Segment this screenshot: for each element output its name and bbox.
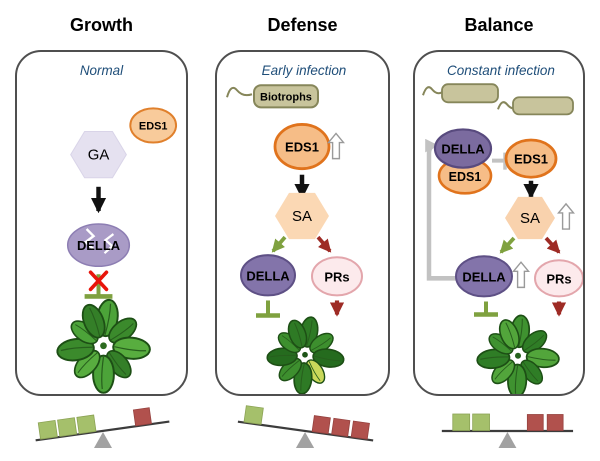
crack-icon <box>103 233 115 255</box>
prs-node: PRs <box>534 259 583 298</box>
prs-label: PRs <box>546 271 571 286</box>
sa-to-della-arrow <box>271 235 287 253</box>
defense-block <box>331 417 351 437</box>
column-defense: Defense Early infection Biotrophs EDS1 S… <box>215 0 390 460</box>
increase-arrow-icon <box>557 203 575 230</box>
seesaw-plank <box>35 420 170 442</box>
ga-label: GA <box>88 147 110 164</box>
della-node: DELLA <box>455 255 513 298</box>
biotroph-bacterium-icon: Biotrophs <box>226 84 319 109</box>
eds1-node: EDS1 <box>504 138 558 179</box>
della-node: DELLA <box>240 254 296 297</box>
growth-block <box>76 414 97 435</box>
della-label: DELLA <box>77 238 121 253</box>
defense-block <box>546 414 564 431</box>
flagellum-icon <box>226 86 253 98</box>
complex-della-label: DELLA <box>441 142 485 157</box>
growth-block <box>57 417 78 437</box>
defense-block <box>132 407 152 427</box>
fulcrum-triangle-icon <box>94 432 112 448</box>
column-balance: Balance Constant infection DELLA EDS1 <box>413 0 585 460</box>
defense-block <box>311 415 331 435</box>
seesaw-growth <box>15 396 188 460</box>
sa-to-prs-arrow <box>544 236 561 254</box>
della-label: DELLA <box>246 268 290 283</box>
column-growth: Growth Normal EDS1 GA DELLA <box>15 0 188 460</box>
panel-growth: Normal EDS1 GA DELLA <box>15 50 188 396</box>
complex-inhibits-eds1-tbar <box>492 152 507 170</box>
sa-label: SA <box>292 208 312 225</box>
fulcrum-triangle-icon <box>498 432 517 448</box>
plant-rosette-medium-icon <box>476 315 560 394</box>
increase-arrow-icon <box>327 132 345 160</box>
flagellum-icon <box>422 86 443 96</box>
bacterium-icon <box>422 83 499 104</box>
bacterium-icon <box>497 96 574 116</box>
sa-to-della-arrow <box>499 236 516 254</box>
plant-rosette-large-icon <box>56 298 151 392</box>
fulcrum-triangle-icon <box>295 432 315 448</box>
eds1-label: EDS1 <box>139 120 168 132</box>
eds1-node-inactive: EDS1 <box>129 107 178 144</box>
plant-rosette-small-icon <box>267 316 345 394</box>
growth-inhibition-symbol <box>256 300 280 318</box>
growth-block <box>472 413 490 431</box>
sa-to-prs-arrow <box>316 235 332 253</box>
panel-title-growth: Growth <box>70 15 133 35</box>
sa-node: SA <box>505 196 555 240</box>
seesaw-plank <box>237 420 374 442</box>
growth-inhibition-symbol <box>474 301 498 317</box>
condition-label-normal: Normal <box>80 63 124 78</box>
panel-defense: Early infection Biotrophs EDS1 SA DELLA <box>215 50 390 396</box>
crack-icon <box>83 228 96 251</box>
panel-title-balance: Balance <box>464 15 534 35</box>
prs-node: PRs <box>311 256 363 297</box>
complex-eds1-label: EDS1 <box>449 170 482 184</box>
growth-block <box>37 419 58 440</box>
defense-block <box>526 414 544 431</box>
panel-balance: Constant infection DELLA EDS1 <box>413 50 585 396</box>
biotrophs-label: Biotrophs <box>260 91 312 103</box>
della-degraded-node: DELLA <box>66 223 131 268</box>
red-x-icon <box>88 270 109 292</box>
defense-block <box>350 420 370 440</box>
sa-node: SA <box>275 192 329 240</box>
panel-title-defense: Defense <box>267 15 338 35</box>
growth-block <box>243 405 264 425</box>
condition-label-constant-infection: Constant infection <box>447 63 555 78</box>
eds1-node: EDS1 <box>273 123 331 171</box>
seesaw-balance <box>413 396 585 460</box>
eds1-label: EDS1 <box>514 152 548 167</box>
seesaw-defense <box>215 396 390 460</box>
growth-block <box>452 413 471 431</box>
della-label: DELLA <box>462 269 506 284</box>
blocked-inhibition-symbol <box>84 270 113 299</box>
increase-arrow-icon <box>512 261 530 289</box>
ga-node: GA <box>70 130 127 179</box>
eds1-label: EDS1 <box>285 140 319 155</box>
condition-label-early-infection: Early infection <box>262 63 347 78</box>
sa-label: SA <box>520 210 540 227</box>
della-eds1-complex: DELLA EDS1 <box>433 128 493 195</box>
prs-label: PRs <box>324 269 349 284</box>
